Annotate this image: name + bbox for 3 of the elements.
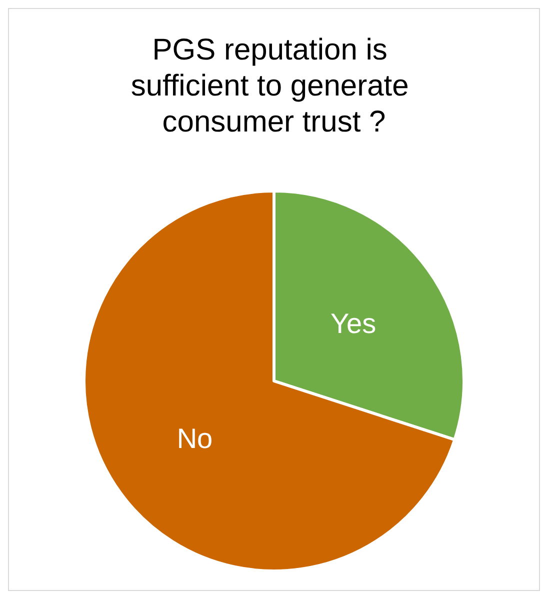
- chart-title: PGS reputation is sufficient to generate consumer trust ?: [130, 34, 418, 138]
- slice-label: Yes: [330, 308, 376, 339]
- slice-label: No: [176, 423, 213, 454]
